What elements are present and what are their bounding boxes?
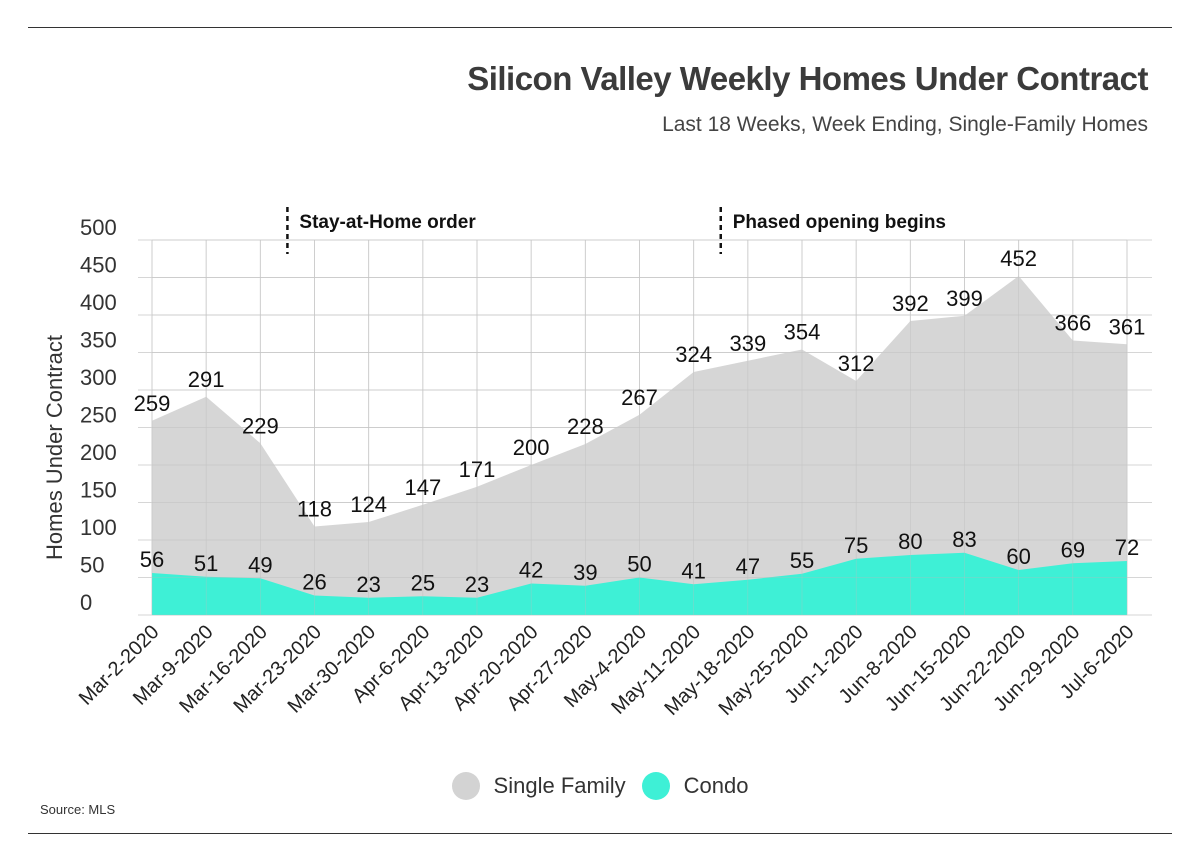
condo-data-label: 60	[1006, 544, 1030, 569]
condo-data-label: 80	[898, 529, 922, 554]
source-note: Source: MLS	[40, 802, 116, 817]
legend-label-condo: Condo	[683, 773, 749, 798]
single-family-data-label: 259	[134, 391, 171, 416]
condo-swatch-icon	[641, 772, 670, 800]
condo-data-label: 75	[844, 533, 868, 558]
condo-data-label: 26	[302, 570, 326, 595]
bottom-rule	[28, 833, 1172, 834]
condo-data-label: 50	[627, 552, 651, 577]
condo-data-label: 25	[411, 570, 435, 595]
single-family-data-label: 452	[1000, 246, 1037, 271]
condo-data-label: 47	[736, 554, 760, 579]
single-family-data-label: 171	[459, 457, 496, 482]
single-family-data-label: 229	[242, 413, 279, 438]
condo-data-label: 39	[573, 560, 597, 585]
y-tick-label: 400	[80, 290, 117, 315]
single-family-data-label: 392	[892, 291, 929, 316]
y-tick-label: 250	[80, 403, 117, 428]
chart-legend: Single Family Condo	[0, 772, 1200, 800]
y-axis-label: Homes Under Contract	[42, 335, 67, 560]
condo-data-label: 56	[140, 547, 164, 572]
single-family-data-label: 361	[1109, 314, 1146, 339]
condo-data-label: 83	[952, 527, 976, 552]
annotation-label: Stay-at-Home order	[299, 212, 476, 233]
legend-item-condo: Condo	[641, 772, 749, 800]
single-family-data-label: 147	[404, 475, 441, 500]
y-tick-label: 500	[80, 215, 117, 240]
y-tick-label: 200	[80, 440, 117, 465]
condo-data-label: 69	[1061, 537, 1085, 562]
y-tick-label: 100	[80, 515, 117, 540]
condo-data-label: 41	[681, 558, 705, 583]
single-family-swatch-icon	[451, 772, 480, 800]
chart-subtitle: Last 18 Weeks, Week Ending, Single-Famil…	[662, 113, 1148, 136]
single-family-data-label: 324	[675, 342, 712, 367]
condo-data-label: 72	[1115, 535, 1139, 560]
legend-item-single-family: Single Family	[451, 772, 626, 800]
condo-data-label: 55	[790, 548, 814, 573]
annotation-label: Phased opening begins	[733, 212, 946, 233]
chart-title: Silicon Valley Weekly Homes Under Contra…	[467, 60, 1148, 97]
legend-label-single-family: Single Family	[493, 773, 626, 798]
y-tick-label: 150	[80, 478, 117, 503]
single-family-data-label: 267	[621, 385, 658, 410]
single-family-data-label: 312	[838, 351, 875, 376]
y-tick-label: 0	[80, 590, 92, 615]
single-family-data-label: 339	[729, 331, 766, 356]
single-family-data-label: 366	[1054, 311, 1091, 336]
condo-data-label: 51	[194, 551, 218, 576]
y-tick-label: 350	[80, 328, 117, 353]
single-family-data-label: 228	[567, 414, 604, 439]
condo-data-label: 23	[465, 572, 489, 597]
condo-data-label: 42	[519, 558, 543, 583]
single-family-data-label: 354	[784, 320, 821, 345]
single-family-data-label: 124	[350, 492, 387, 517]
single-family-data-label: 200	[513, 435, 550, 460]
top-rule	[28, 27, 1172, 28]
area-chart: 0 50 100 150 200 250 300 350 400 450 500 259 291 229 1…	[42, 207, 1152, 720]
single-family-data-label: 399	[946, 286, 983, 311]
y-tick-label: 300	[80, 365, 117, 390]
single-family-data-label: 291	[188, 367, 225, 392]
condo-data-label: 49	[248, 552, 272, 577]
single-family-data-label: 118	[297, 497, 332, 522]
condo-data-label: 23	[356, 572, 380, 597]
y-tick-label: 450	[80, 253, 117, 278]
y-tick-label: 50	[80, 553, 104, 578]
